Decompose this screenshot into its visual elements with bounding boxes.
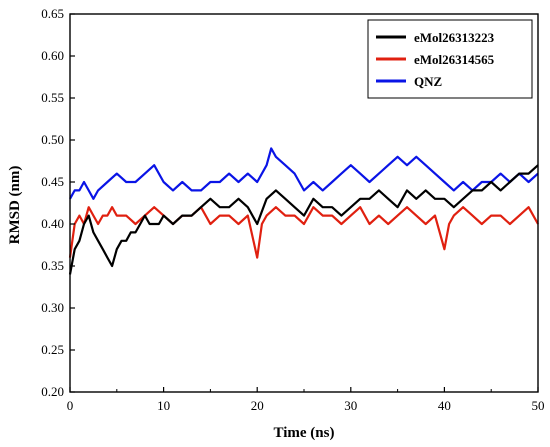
legend-label: eMol26313223 bbox=[414, 30, 495, 45]
legend-label: QNZ bbox=[414, 74, 443, 89]
legend: eMol26313223 eMol26314565 QNZ bbox=[367, 19, 533, 99]
series-line-1 bbox=[68, 206, 539, 259]
x-tick-label: 40 bbox=[438, 398, 451, 413]
x-tick-label: 20 bbox=[251, 398, 264, 413]
y-tick-label: 0.50 bbox=[41, 132, 64, 147]
series-line-0 bbox=[68, 164, 539, 275]
x-tick-label: 10 bbox=[157, 398, 170, 413]
y-tick-label: 0.20 bbox=[41, 384, 64, 399]
axes: 0 10 20 30 40 50 0.20 0.25 0.30 0.35 0.40 0.45 0.50 0… bbox=[41, 6, 544, 413]
y-tick-label: 0.60 bbox=[41, 48, 64, 63]
y-tick-label: 0.65 bbox=[41, 6, 64, 21]
y-tick-label: 0.40 bbox=[41, 216, 64, 231]
y-tick-label: 0.45 bbox=[41, 174, 64, 189]
series-line-2 bbox=[69, 147, 539, 200]
y-tick-label: 0.55 bbox=[41, 90, 64, 105]
y-tick-label: 0.30 bbox=[41, 300, 64, 315]
legend-label: eMol26314565 bbox=[414, 52, 495, 67]
x-tick-label: 0 bbox=[67, 398, 74, 413]
y-axis-title: RMSD (nm) bbox=[7, 166, 23, 245]
plot-area bbox=[68, 147, 539, 275]
y-tick-label: 0.35 bbox=[41, 258, 64, 273]
x-tick-label: 30 bbox=[344, 398, 357, 413]
x-axis-title: Time (ns) bbox=[274, 425, 335, 441]
y-tick-label: 0.25 bbox=[41, 342, 64, 357]
x-tick-label: 50 bbox=[532, 398, 545, 413]
